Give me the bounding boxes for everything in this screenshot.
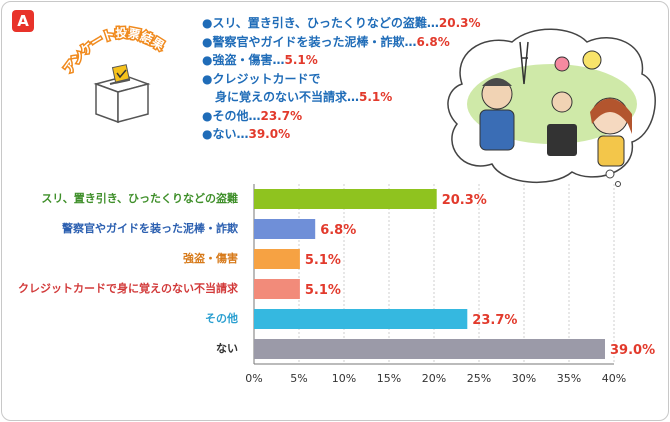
survey-title: アンケート投票結果 [60,23,168,77]
bar [254,279,300,299]
category-label: 強盗・傷害 [183,252,238,265]
legend-item-text: ●強盗・傷害… [202,53,285,67]
legend-item-text: 身に覚えのない不当請求… [215,90,360,104]
x-tick-label: 35% [557,372,581,385]
bar-value-label: 23.7% [472,313,517,328]
x-tick-label: 10% [332,372,356,385]
legend-item: 身に覚えのない不当請求…5.1% [202,88,481,107]
legend-item-value: 39.0% [248,127,291,141]
legend-item-text: ●その他… [202,108,261,123]
bar-value-label: 39.0% [610,343,655,358]
legend-item-text: ●スリ、置き引き、ひったくりなどの盗難… [202,16,439,30]
x-tick-label: 0% [245,372,262,385]
bar [254,219,316,239]
x-tick-label: 30% [512,372,536,385]
category-label: 警察官やガイドを装った泥棒・詐欺 [62,222,238,235]
bar-value-label: 5.1% [305,283,341,298]
legend-item: ●スリ、置き引き、ひったくりなどの盗難…20.3% [202,14,481,33]
x-tick-label: 40% [602,372,626,385]
bar-value-label: 20.3% [442,193,487,208]
legend-item-value: 23.7% [260,108,303,123]
legend: ●スリ、置き引き、ひったくりなどの盗難…20.3% ●警察官やガイドを装った泥棒・… [202,14,481,144]
ballot-box-icon [93,64,151,124]
legend-item-value: 5.1% [284,53,318,67]
category-label: ない [216,342,238,355]
x-tick-label: 25% [467,372,491,385]
bar-value-label: 5.1% [305,253,341,268]
bar-value-label: 6.8% [320,223,356,238]
x-tick-label: 5% [290,372,307,385]
legend-item: ●警察官やガイドを装った泥棒・詐欺…6.8% [202,33,481,52]
x-tick-label: 20% [422,372,446,385]
legend-item-value: 20.3% [438,16,481,30]
legend-item: ●クレジットカードで [202,70,481,89]
bar [254,189,437,209]
bar [254,339,605,359]
legend-item-text: ●ない… [202,127,249,141]
legend-item: ●その他…23.7% [202,107,481,126]
legend-item-value: 6.8% [416,34,450,49]
category-label: その他 [205,312,238,325]
x-tick-label: 15% [377,372,401,385]
legend-item-text: ●クレジットカードで [202,71,321,86]
travelers-illustration [447,28,656,187]
legend-item: ●強盗・傷害…5.1% [202,51,481,70]
category-label: クレジットカードで身に覚えのない不当請求 [18,282,238,295]
legend-item-text: ●警察官やガイドを装った泥棒・詐欺… [202,34,417,49]
bar [254,249,300,269]
bar [254,309,468,329]
section-badge: A [12,10,34,32]
legend-item-value: 5.1% [359,90,393,104]
legend-item: ●ない…39.0% [202,125,481,144]
category-label: スリ、置き引き、ひったくりなどの盗難 [41,192,238,205]
